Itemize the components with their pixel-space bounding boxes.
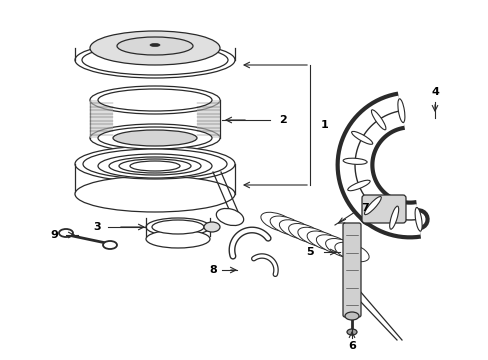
Ellipse shape: [389, 206, 398, 229]
Text: 3: 3: [93, 222, 101, 232]
Ellipse shape: [288, 224, 322, 243]
Ellipse shape: [146, 218, 209, 236]
Text: 9: 9: [50, 230, 58, 240]
Ellipse shape: [297, 227, 331, 247]
Text: 5: 5: [305, 247, 313, 257]
Ellipse shape: [364, 197, 381, 215]
Ellipse shape: [90, 31, 220, 65]
Ellipse shape: [75, 176, 235, 212]
Ellipse shape: [279, 220, 313, 239]
Ellipse shape: [119, 159, 191, 173]
Ellipse shape: [98, 127, 212, 149]
Ellipse shape: [346, 329, 356, 335]
Ellipse shape: [203, 222, 220, 232]
Ellipse shape: [260, 212, 295, 232]
Ellipse shape: [150, 44, 160, 46]
Ellipse shape: [269, 216, 304, 235]
Text: 6: 6: [347, 341, 355, 351]
Ellipse shape: [325, 239, 359, 258]
Ellipse shape: [82, 45, 227, 75]
Ellipse shape: [306, 231, 341, 251]
Text: 7: 7: [360, 203, 368, 213]
Ellipse shape: [98, 154, 212, 178]
Ellipse shape: [90, 86, 220, 114]
Ellipse shape: [414, 207, 421, 231]
Ellipse shape: [152, 220, 203, 234]
Ellipse shape: [109, 157, 201, 175]
Ellipse shape: [397, 99, 404, 122]
Ellipse shape: [83, 149, 226, 179]
Ellipse shape: [343, 158, 366, 165]
Text: 2: 2: [279, 115, 286, 125]
Ellipse shape: [371, 110, 385, 130]
FancyBboxPatch shape: [90, 100, 113, 138]
FancyBboxPatch shape: [342, 223, 360, 317]
Ellipse shape: [351, 131, 372, 144]
Ellipse shape: [75, 42, 235, 78]
Ellipse shape: [117, 37, 193, 55]
Ellipse shape: [103, 241, 117, 249]
Text: 8: 8: [209, 265, 217, 275]
Ellipse shape: [75, 146, 235, 182]
Ellipse shape: [216, 208, 243, 225]
Text: 4: 4: [430, 87, 438, 97]
Ellipse shape: [345, 312, 358, 320]
Ellipse shape: [113, 130, 197, 146]
Text: 1: 1: [321, 120, 328, 130]
Ellipse shape: [347, 180, 369, 191]
FancyBboxPatch shape: [361, 195, 405, 223]
Ellipse shape: [59, 229, 73, 237]
Ellipse shape: [146, 230, 209, 248]
Ellipse shape: [90, 124, 220, 152]
Ellipse shape: [316, 235, 350, 254]
Ellipse shape: [98, 89, 212, 111]
Ellipse shape: [130, 161, 180, 171]
Ellipse shape: [334, 242, 368, 262]
FancyBboxPatch shape: [197, 100, 220, 138]
